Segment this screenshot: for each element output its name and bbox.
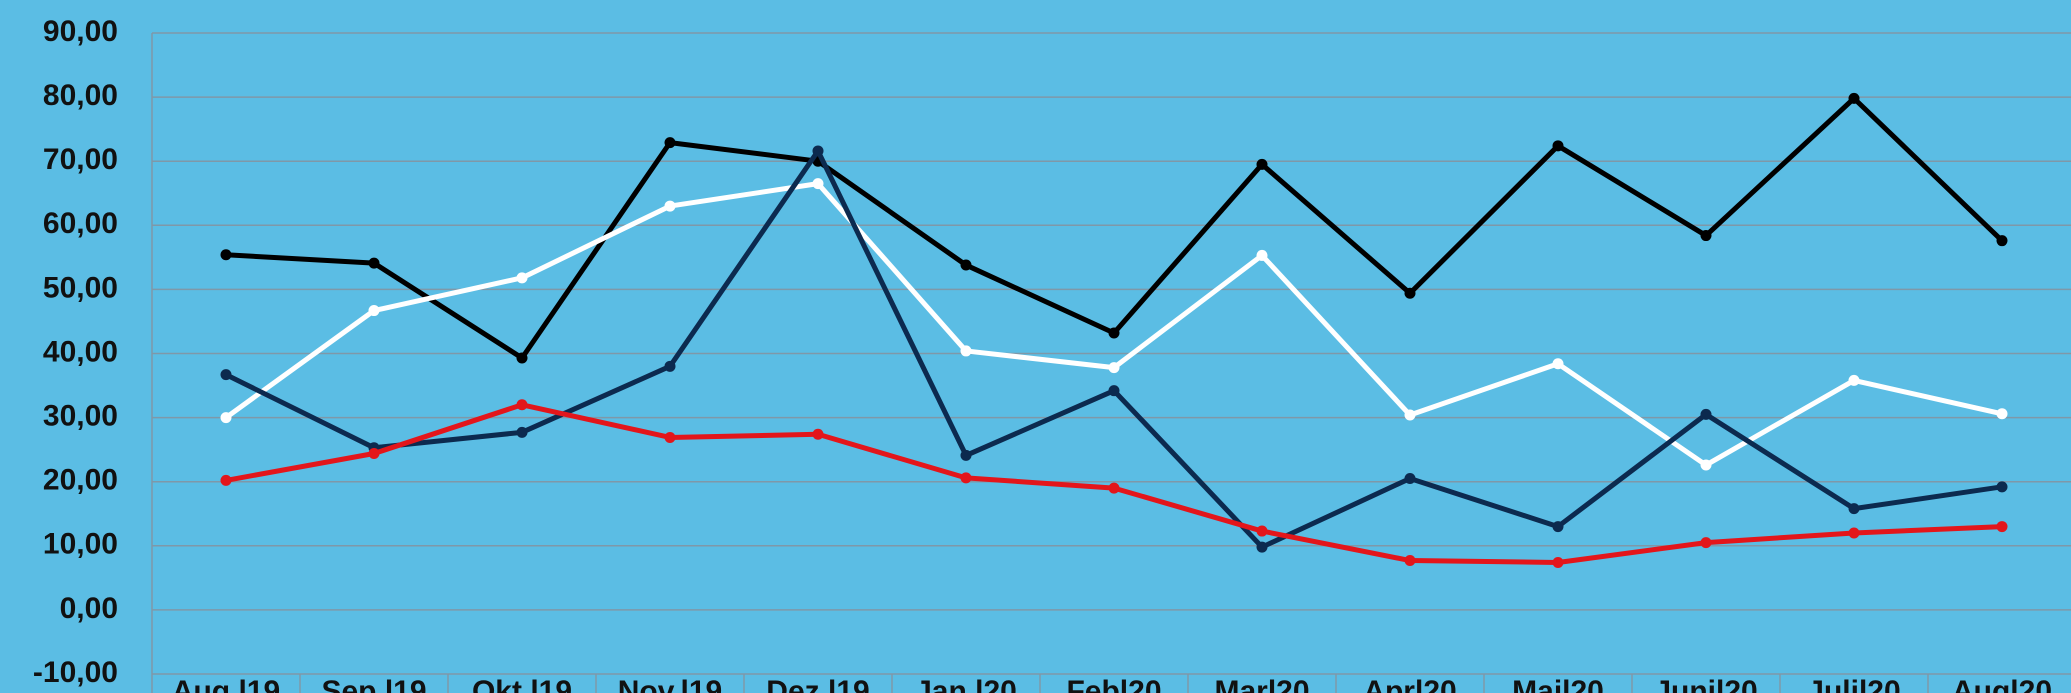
- y-tick-label: 90,00: [43, 15, 118, 48]
- data-point: [812, 428, 824, 440]
- data-point: [1256, 541, 1268, 553]
- data-point: [960, 345, 972, 357]
- data-point: [368, 305, 380, 317]
- data-point: [220, 249, 232, 261]
- data-point: [1256, 249, 1268, 261]
- data-point: [1404, 409, 1416, 421]
- x-tick-label: Febl20: [1066, 675, 1161, 693]
- data-point: [1996, 408, 2008, 420]
- data-point: [1996, 521, 2008, 533]
- data-point: [1848, 374, 1860, 386]
- data-point: [1700, 230, 1712, 242]
- data-point: [220, 474, 232, 486]
- y-tick-label: 30,00: [43, 400, 118, 433]
- y-tick-label: 60,00: [43, 207, 118, 240]
- data-point: [516, 399, 528, 411]
- data-point: [1108, 385, 1120, 397]
- x-tick-label: Marl20: [1214, 675, 1309, 693]
- data-point: [664, 137, 676, 149]
- x-tick-label: Aprl20: [1363, 675, 1456, 693]
- data-point: [220, 369, 232, 381]
- data-point: [368, 447, 380, 459]
- data-point: [1552, 358, 1564, 370]
- x-tick-label: Julil20: [1807, 675, 1900, 693]
- data-point: [516, 426, 528, 438]
- data-point: [516, 272, 528, 284]
- data-point: [1108, 327, 1120, 339]
- y-tick-label: 40,00: [43, 335, 118, 368]
- data-point: [1552, 556, 1564, 568]
- data-point: [1700, 408, 1712, 420]
- data-point: [1404, 555, 1416, 567]
- y-tick-label: 0,00: [60, 592, 118, 625]
- data-point: [1108, 362, 1120, 374]
- data-point: [1108, 482, 1120, 494]
- x-tick-label: Nov.l19: [618, 675, 723, 693]
- x-tick-label: Jan.l20: [915, 675, 1017, 693]
- data-point: [368, 257, 380, 269]
- data-point: [1404, 287, 1416, 299]
- data-point: [516, 352, 528, 364]
- y-tick-label: 80,00: [43, 79, 118, 112]
- data-point: [960, 472, 972, 484]
- data-point: [960, 259, 972, 271]
- data-point: [664, 431, 676, 443]
- y-tick-label: 70,00: [43, 143, 118, 176]
- data-point: [1848, 92, 1860, 104]
- data-point: [1848, 527, 1860, 539]
- data-point: [664, 200, 676, 212]
- x-tick-label: Junil20: [1654, 675, 1757, 693]
- x-tick-label: Mail20: [1512, 675, 1604, 693]
- data-point: [1256, 158, 1268, 170]
- data-point: [664, 360, 676, 372]
- data-point: [1996, 481, 2008, 493]
- data-point: [812, 145, 824, 157]
- x-tick-label: Aug.l19: [172, 675, 280, 693]
- data-point: [960, 449, 972, 461]
- data-point: [1404, 472, 1416, 484]
- x-tick-label: Okt.l19: [472, 675, 572, 693]
- data-point: [1700, 459, 1712, 471]
- y-tick-label: 50,00: [43, 271, 118, 304]
- data-point: [1552, 140, 1564, 152]
- x-tick-label: Augl20: [1952, 675, 2052, 693]
- y-tick-label: 10,00: [43, 528, 118, 561]
- y-tick-label: -10,00: [33, 656, 118, 689]
- y-tick-label: 20,00: [43, 464, 118, 497]
- x-tick-label: Sep.l19: [321, 675, 426, 693]
- data-point: [1552, 521, 1564, 533]
- data-point: [812, 178, 824, 190]
- data-point: [220, 412, 232, 424]
- data-point: [1700, 537, 1712, 549]
- data-point: [1848, 503, 1860, 515]
- data-point: [1256, 525, 1268, 537]
- x-tick-label: Dez.l19: [766, 675, 869, 693]
- data-point: [1996, 235, 2008, 247]
